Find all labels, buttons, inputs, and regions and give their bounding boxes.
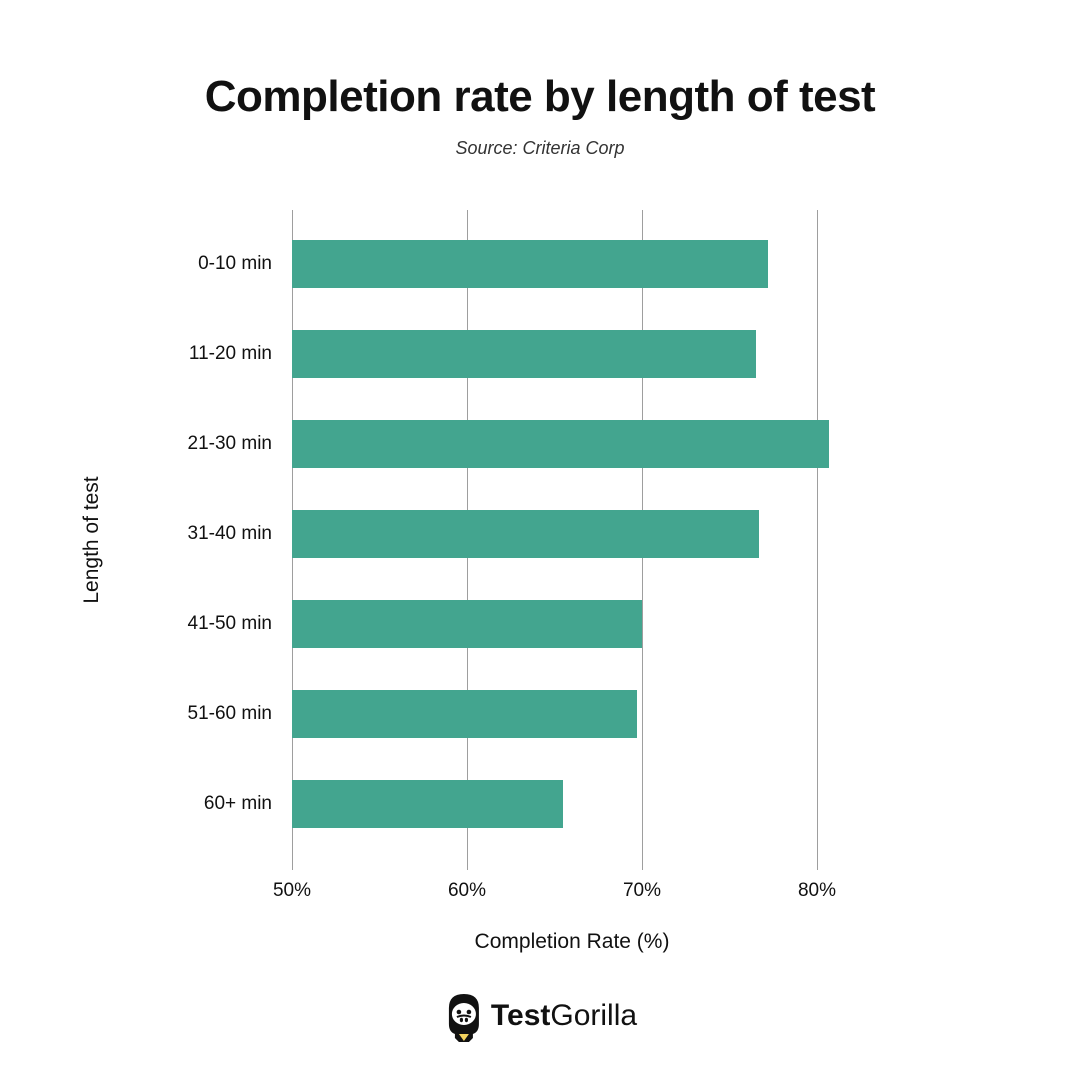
category-label: 31-40 min <box>122 523 272 545</box>
brand-logo: TestGorilla <box>443 990 637 1042</box>
gridline <box>817 210 818 870</box>
chart-title: Completion rate by length of test <box>0 72 1080 122</box>
x-tick-label: 80% <box>787 880 847 902</box>
x-tick-label: 70% <box>612 880 672 902</box>
bar <box>292 690 637 738</box>
category-label: 21-30 min <box>122 433 272 455</box>
bar <box>292 330 756 378</box>
category-label: 60+ min <box>122 793 272 815</box>
category-label: 0-10 min <box>122 253 272 275</box>
category-label: 41-50 min <box>122 613 272 635</box>
chart-source: Source: Criteria Corp <box>0 138 1080 159</box>
brand-bold: Test <box>491 999 550 1032</box>
bar <box>292 240 768 288</box>
bar <box>292 510 759 558</box>
bar <box>292 420 829 468</box>
bar <box>292 780 563 828</box>
plot-area <box>292 210 852 870</box>
category-label: 51-60 min <box>122 703 272 725</box>
x-tick-label: 50% <box>262 880 322 902</box>
gorilla-icon <box>443 990 485 1042</box>
brand-light: Gorilla <box>550 999 637 1032</box>
y-axis-title: Length of test <box>80 476 104 603</box>
category-label: 11-20 min <box>122 343 272 365</box>
x-tick-label: 60% <box>437 880 497 902</box>
bar <box>292 600 642 648</box>
x-axis-title: Completion Rate (%) <box>292 930 852 954</box>
brand-name: TestGorilla <box>491 999 637 1033</box>
